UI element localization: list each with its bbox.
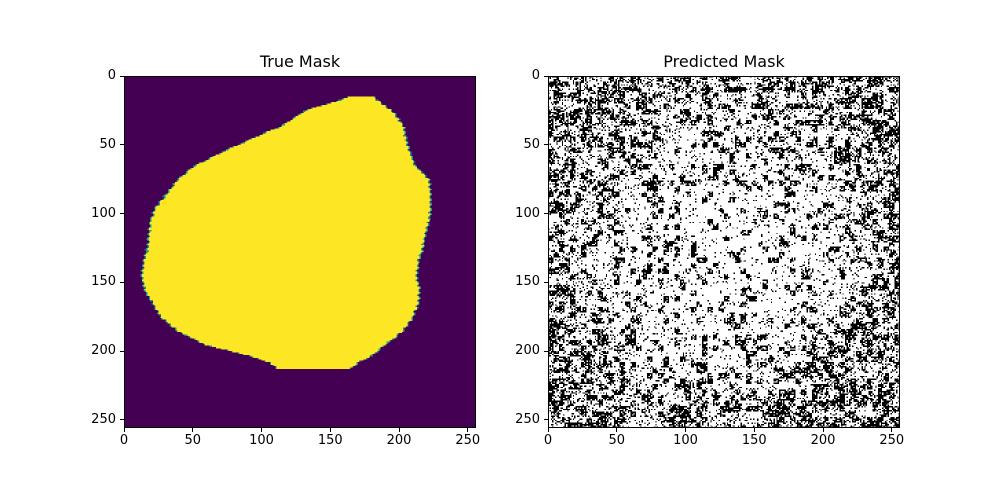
y-tick-label: 0 xyxy=(531,68,540,83)
true-mask-axes-frame xyxy=(124,76,476,428)
x-tick-mark xyxy=(685,428,686,432)
y-tick-mark xyxy=(544,144,548,146)
x-tick-label: 100 xyxy=(249,433,274,448)
y-tick-label: 50 xyxy=(99,136,116,152)
x-tick-mark xyxy=(891,428,893,432)
y-tick-label: 100 xyxy=(515,205,540,221)
x-tick-label: 0 xyxy=(543,433,553,448)
y-tick-mark xyxy=(120,350,124,352)
x-tick-label: 250 xyxy=(455,433,481,448)
y-tick-label: 150 xyxy=(91,274,116,290)
y-tick-label: 250 xyxy=(515,411,540,427)
true-mask-title: True Mask xyxy=(259,52,341,71)
x-tick-mark xyxy=(547,428,549,432)
x-tick-mark xyxy=(467,428,469,432)
y-tick-mark xyxy=(120,75,124,77)
y-tick-mark xyxy=(544,281,548,283)
x-tick-label: 200 xyxy=(810,433,836,448)
true-mask-image xyxy=(124,76,476,428)
y-tick-label: 100 xyxy=(91,205,116,221)
x-tick-label: 0 xyxy=(119,433,129,448)
y-tick-label: 200 xyxy=(515,343,540,358)
predicted-mask-axes-frame xyxy=(548,76,900,428)
y-tick-label: 150 xyxy=(515,274,540,290)
x-tick-label: 150 xyxy=(317,433,343,448)
x-tick-label: 100 xyxy=(673,433,698,448)
x-tick-label: 200 xyxy=(386,433,412,448)
y-tick-label: 50 xyxy=(523,136,540,152)
y-tick-mark xyxy=(544,213,548,214)
x-tick-mark xyxy=(192,428,194,432)
predicted-mask-title: Predicted Mask xyxy=(663,52,785,71)
y-tick-mark xyxy=(544,419,548,421)
y-tick-label: 200 xyxy=(91,343,116,358)
x-tick-mark xyxy=(329,428,331,432)
predicted-mask-image xyxy=(548,76,900,428)
x-tick-mark xyxy=(398,428,400,432)
x-tick-label: 50 xyxy=(184,433,202,448)
x-tick-label: 250 xyxy=(879,433,905,448)
x-tick-mark xyxy=(616,428,618,432)
y-tick-mark xyxy=(120,144,124,146)
x-tick-mark xyxy=(261,428,262,432)
x-tick-label: 150 xyxy=(741,433,767,448)
x-tick-mark xyxy=(123,428,125,432)
y-tick-mark xyxy=(544,350,548,352)
y-tick-label: 250 xyxy=(91,411,116,427)
x-tick-mark xyxy=(822,428,824,432)
y-tick-mark xyxy=(120,213,124,214)
x-tick-mark xyxy=(753,428,755,432)
y-tick-label: 0 xyxy=(107,68,116,83)
y-tick-mark xyxy=(120,281,124,283)
y-tick-mark xyxy=(120,419,124,421)
x-tick-label: 50 xyxy=(608,433,626,448)
y-tick-mark xyxy=(544,75,548,77)
